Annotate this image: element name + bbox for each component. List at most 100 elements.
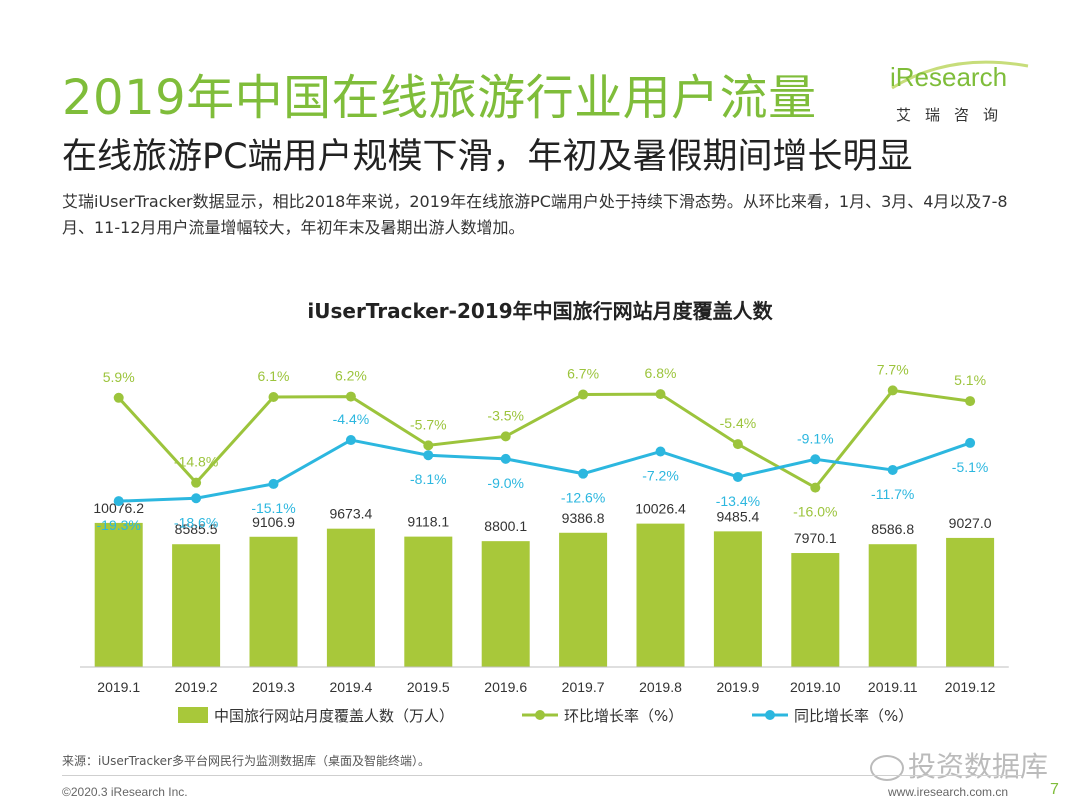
chart-title: iUserTracker-2019年中国旅行网站月度覆盖人数 <box>307 299 773 323</box>
bar-data-label: 8585.5 <box>175 521 218 537</box>
x-tick-label: 2019.10 <box>790 679 841 695</box>
yoy-point <box>423 450 434 461</box>
yoy-point <box>810 454 821 465</box>
mom-line <box>117 388 971 490</box>
wechat-icon <box>870 755 904 781</box>
legend-bar-label: 中国旅行网站月度覆盖人数（万人） <box>214 707 454 725</box>
yoy-data-label: -9.1% <box>797 430 834 446</box>
bar-data-label: 10026.4 <box>635 501 686 517</box>
bar <box>713 531 762 667</box>
yoy-point <box>887 464 898 475</box>
mom-point <box>887 385 898 396</box>
yoy-data-label: -9.0% <box>487 475 524 491</box>
bar <box>791 553 840 667</box>
mom-data-label: 6.8% <box>645 365 677 381</box>
bar <box>172 544 221 667</box>
mom-data-label: 6.7% <box>567 366 599 382</box>
bar <box>326 528 375 667</box>
mom-data-label: 6.2% <box>335 368 367 384</box>
mom-data-label: 6.1% <box>258 368 290 384</box>
mom-data-label: 5.1% <box>954 372 986 388</box>
legend-mom-label: 环比增长率（%） <box>564 707 683 725</box>
yoy-data-label: -5.1% <box>952 459 989 475</box>
mom-point <box>655 389 666 400</box>
legend-mom-marker <box>535 710 545 720</box>
bar <box>249 536 298 667</box>
bar <box>636 523 685 667</box>
description-text: 艾瑞iUserTracker数据显示，相比2018年来说，2019年在线旅游PC… <box>62 192 1008 237</box>
yoy-point <box>732 471 743 482</box>
bar <box>481 541 530 667</box>
page-subtitle: 在线旅游PC端用户规模下滑，年初及暑假期间增长明显 <box>62 137 913 177</box>
bar <box>946 537 995 667</box>
yoy-data-label: -15.1% <box>251 500 295 516</box>
mom-data-label: 7.7% <box>877 361 909 377</box>
mom-point <box>423 440 434 451</box>
mom-data-label: -5.4% <box>720 415 757 431</box>
yoy-data-label: -12.6% <box>561 490 605 506</box>
watermark: 投资数据库 <box>870 745 1048 785</box>
yoy-point <box>655 446 666 457</box>
mom-data-label: -14.8% <box>174 454 218 470</box>
mom-data-label: 5.9% <box>103 369 135 385</box>
logo-swoosh-icon <box>891 60 1029 90</box>
watermark-text: 投资数据库 <box>908 750 1049 783</box>
yoy-data-label: -4.4% <box>333 411 370 427</box>
mom-point <box>113 392 124 403</box>
copyright: ©2020.3 iResearch Inc. <box>62 785 188 799</box>
mom-point <box>810 482 821 493</box>
bar-data-label: 9106.9 <box>252 514 295 530</box>
mom-point <box>578 389 589 400</box>
yoy-data-label: -18.6% <box>174 514 218 530</box>
bar <box>404 536 453 667</box>
mom-data-label: -5.7% <box>410 416 447 432</box>
x-tick-label: 2019.3 <box>252 679 295 695</box>
bar-data-label: 8586.8 <box>871 521 914 537</box>
yoy-point <box>113 496 124 507</box>
footer-divider <box>62 775 1022 776</box>
bar-data-label: 9118.1 <box>407 514 449 530</box>
yoy-data-label: -19.3% <box>97 517 141 533</box>
x-tick-label: 2019.2 <box>175 679 218 695</box>
bar <box>559 532 608 667</box>
bar-data-label: 9485.4 <box>716 508 759 524</box>
yoy-data-label: -11.7% <box>871 486 914 502</box>
bar-data-label: 9673.4 <box>329 506 372 522</box>
x-tick-label: 2019.5 <box>407 679 450 695</box>
page-number: 7 <box>1050 781 1059 798</box>
x-tick-label: 2019.9 <box>716 679 759 695</box>
mom-data-label: -16.0% <box>793 504 837 520</box>
page-title: 2019年中国在线旅游行业用户流量 <box>62 70 817 126</box>
bar-data-label: 8800.1 <box>484 518 527 534</box>
x-tick-label: 2019.8 <box>639 679 682 695</box>
site-url[interactable]: www.iresearch.com.cn <box>888 785 1009 799</box>
yoy-point <box>578 468 589 479</box>
mom-point <box>191 477 202 488</box>
yoy-data-label: -8.1% <box>410 471 447 487</box>
x-tick-label: 2019.12 <box>945 679 996 695</box>
yoy-data-label: -7.2% <box>642 468 679 484</box>
bar-data-label: 7970.1 <box>794 530 837 546</box>
yoy-point <box>191 493 202 504</box>
bar-data-label: 9386.8 <box>562 510 605 526</box>
yoy-point <box>500 453 511 464</box>
logo-cn-text: 艾瑞咨询 <box>896 106 1013 124</box>
bar-data-label: 9027.0 <box>949 515 992 531</box>
bar <box>868 544 917 667</box>
mom-point <box>345 391 356 402</box>
x-tick-label: 2019.7 <box>562 679 605 695</box>
mom-data-label: -3.5% <box>487 407 524 423</box>
legend-yoy-marker <box>765 710 775 720</box>
legend-bar-swatch <box>178 707 208 723</box>
mom-point <box>965 396 976 407</box>
x-tick-label: 2019.4 <box>329 679 372 695</box>
mom-point <box>268 391 279 402</box>
bar-data-label: 10076.2 <box>93 500 144 516</box>
iresearch-logo: iResearch 艾瑞咨询 <box>890 58 1030 128</box>
x-tick-label: 2019.1 <box>97 679 140 695</box>
x-tick-label: 2019.6 <box>484 679 527 695</box>
yoy-point <box>965 437 976 448</box>
x-tick-label: 2019.11 <box>868 679 918 695</box>
mom-point <box>500 431 511 442</box>
yoy-point <box>268 478 279 489</box>
